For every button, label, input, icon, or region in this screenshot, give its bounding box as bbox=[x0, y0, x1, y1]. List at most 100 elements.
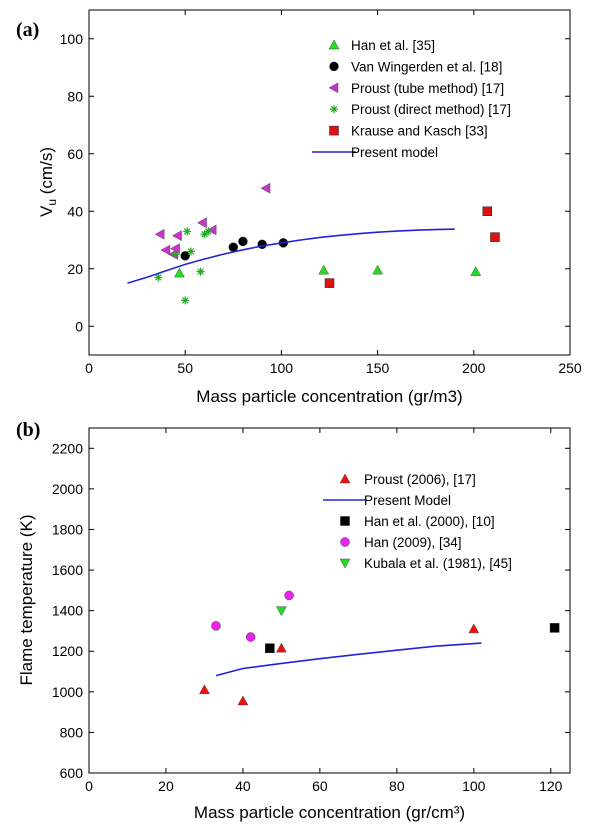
panel-b-y-tick-label-7: 2000 bbox=[52, 481, 83, 497]
panel-a-series-3-point-4-stroke-3 bbox=[187, 248, 195, 255]
panel-b-series-4-point-0 bbox=[276, 606, 287, 617]
panel-b-legend-label-0: Proust (2006), [17] bbox=[364, 472, 476, 487]
panel-a-plot-frame bbox=[88, 9, 571, 356]
panel-b-x-axis-label: Mass particle concentration (gr/cm³) bbox=[194, 803, 465, 822]
panel-b-y-tick-label-3: 1200 bbox=[52, 643, 83, 659]
panel-b-legend-swatch-4 bbox=[339, 558, 351, 569]
panel-b-series-0-point-0 bbox=[199, 684, 210, 694]
panel-b-legend-swatch-2 bbox=[340, 516, 350, 526]
panel-a-series-1-point-0 bbox=[180, 251, 190, 261]
panel-b-x-tick-label-1: 20 bbox=[158, 778, 174, 794]
panel-a-x-tick-label-5: 250 bbox=[558, 360, 582, 376]
panel-b-x-tick-label-6: 120 bbox=[539, 778, 563, 794]
panel-a-series-3-point-4 bbox=[186, 247, 195, 256]
panel-a-y-tick-label-2: 40 bbox=[67, 203, 83, 219]
panel-a-legend-swatch-4 bbox=[329, 125, 339, 136]
panel-b-x-tick-label-4: 80 bbox=[389, 778, 405, 794]
panel-a-data bbox=[127, 182, 500, 305]
panel-b-x-tick-label-5: 100 bbox=[462, 778, 486, 794]
panel-a-legend-label-4: Krause and Kasch [33] bbox=[351, 124, 488, 139]
panel-b-legend-swatch-3 bbox=[340, 537, 350, 547]
panel-b-legend-label-3: Han (2009), [34] bbox=[364, 535, 462, 550]
panel-b-y-tick-label-8: 2200 bbox=[52, 440, 83, 456]
panel-b-y-tick-label-4: 1400 bbox=[52, 603, 83, 619]
panel-b-legend-label-2: Han et al. (2000), [10] bbox=[364, 514, 495, 529]
panel-b-legend: Proust (2006), [17] Present Model Han et a… bbox=[323, 472, 512, 571]
panel-a-series-0-point-2 bbox=[372, 264, 383, 275]
panel-b-series-2-point-0 bbox=[265, 643, 275, 653]
panel-a-series-4-point-2 bbox=[490, 232, 500, 242]
panel-a-legend-swatch-3 bbox=[330, 105, 338, 114]
panel-a-legend-swatch-1 bbox=[329, 61, 339, 72]
panel-b-x-tick-label-3: 60 bbox=[312, 778, 328, 794]
panel-b-legend-label-1: Present Model bbox=[364, 493, 451, 508]
panel-b: (b) 0 20 40 60 80 100 120 600 800 1000 1200 1400 160… bbox=[16, 419, 571, 822]
panel-a-y-axis-label-main: V bbox=[37, 205, 56, 217]
panel-a-y-tick-label-1: 20 bbox=[67, 261, 83, 277]
panel-a-x-tick-label-0: 0 bbox=[85, 360, 93, 376]
panel-b-y-tick-label-2: 1000 bbox=[52, 684, 83, 700]
panel-a-legend-label-0: Han et al. [35] bbox=[351, 38, 435, 53]
panel-a-series-3-point-3 bbox=[183, 227, 192, 236]
panel-b-series-2-point-1 bbox=[549, 623, 560, 633]
panel-b-ticks: 0 20 40 60 80 100 120 600 800 1000 1200 1400 1600 180… bbox=[52, 428, 570, 794]
panel-a-series-0-point-3 bbox=[470, 266, 482, 276]
panel-a-series-3-point-0-stroke-3 bbox=[155, 274, 162, 281]
panel-a-series-3-point-1 bbox=[171, 250, 180, 259]
panel-b-series-3-point-0 bbox=[211, 621, 221, 631]
panel-a-series-3-point-0 bbox=[154, 273, 163, 282]
panel-a-series-3-point-2 bbox=[181, 296, 190, 305]
panel-a-legend: Han et al. [35] Van Wingerden et al. [18]… bbox=[312, 38, 511, 160]
panel-b-plot-frame bbox=[88, 427, 571, 774]
panel-a-series-3-point-3-stroke-3 bbox=[183, 228, 191, 235]
panel-a-x-tick-label-1: 50 bbox=[177, 360, 193, 376]
panel-a-label: (a) bbox=[16, 19, 39, 41]
panel-a-series-2-point-4 bbox=[172, 230, 182, 242]
panel-a-x-tick-label-4: 200 bbox=[462, 360, 486, 376]
panel-a-legend-label-1: Van Wingerden et al. [18] bbox=[351, 59, 502, 74]
panel-a-legend-swatch-3-stroke-3 bbox=[330, 105, 338, 113]
panel-a-series-1-point-2 bbox=[238, 236, 248, 247]
panel-a-series-2-point-0 bbox=[154, 228, 165, 240]
panel-a-y-axis-label-sub: u bbox=[45, 199, 59, 206]
panel-b-y-tick-label-6: 1800 bbox=[52, 521, 83, 537]
panel-a-legend-swatch-2 bbox=[328, 82, 339, 94]
panel-a-series-2-point-6 bbox=[206, 224, 217, 236]
panel-a: (a) 0 50 100 150 200 250 0 20 40 60 80 100 Han et a… bbox=[16, 9, 582, 406]
panel-b-series-3-point-2 bbox=[284, 590, 294, 601]
panel-b-data bbox=[199, 590, 560, 706]
panel-a-series-3-point-2-stroke-3 bbox=[181, 297, 189, 304]
panel-a-x-tick-label-3: 150 bbox=[366, 360, 390, 376]
panel-a-series-2-point-1 bbox=[160, 244, 171, 256]
panel-b-legend-label-4: Kubala et al. (1981), [45] bbox=[364, 556, 512, 571]
panel-a-series-3-point-5-stroke-3 bbox=[197, 268, 204, 275]
panel-a-y-tick-label-4: 80 bbox=[67, 88, 83, 104]
panel-b-series-0-point-3 bbox=[468, 623, 480, 634]
panel-a-series-3-point-5 bbox=[196, 267, 205, 276]
panel-a-y-axis-label-rest: (cm/s) bbox=[37, 147, 56, 199]
panel-b-y-tick-label-1: 800 bbox=[60, 724, 84, 740]
panel-b-y-tick-label-0: 600 bbox=[60, 765, 84, 781]
panel-a-series-3-point-7 bbox=[204, 227, 213, 236]
panel-b-y-axis-label: Flame temperature (K) bbox=[17, 515, 36, 686]
panel-a-legend-label-3: Proust (direct method) [17] bbox=[351, 102, 511, 117]
panel-a-series-4-point-0 bbox=[324, 278, 335, 288]
panel-a-series-3-point-1-stroke-3 bbox=[172, 251, 179, 258]
panel-b-series-1-line bbox=[215, 642, 482, 677]
panel-a-legend-swatch-0 bbox=[328, 39, 340, 50]
panel-a-series-0-point-1 bbox=[318, 264, 330, 275]
panel-a-x-tick-label-2: 100 bbox=[270, 360, 294, 376]
panel-b-series-0-point-2 bbox=[276, 642, 287, 653]
panel-a-series-2-point-7 bbox=[260, 182, 271, 194]
panel-a-x-axis-label: Mass particle concentration (gr/m3) bbox=[196, 387, 462, 406]
panel-b-x-tick-label-0: 0 bbox=[85, 778, 93, 794]
panel-a-series-0-point-0 bbox=[174, 267, 185, 278]
panel-b-x-tick-label-2: 40 bbox=[235, 778, 251, 794]
panel-a-series-5-line bbox=[127, 228, 455, 284]
panel-b-series-0-point-1 bbox=[237, 695, 249, 706]
panel-b-y-tick-label-5: 1600 bbox=[52, 562, 83, 578]
panel-a-series-2-point-5 bbox=[197, 217, 207, 229]
panel-a-y-axis-label: Vu (cm/s) bbox=[37, 147, 59, 217]
panel-a-legend-label-2: Proust (tube method) [17] bbox=[351, 81, 504, 96]
